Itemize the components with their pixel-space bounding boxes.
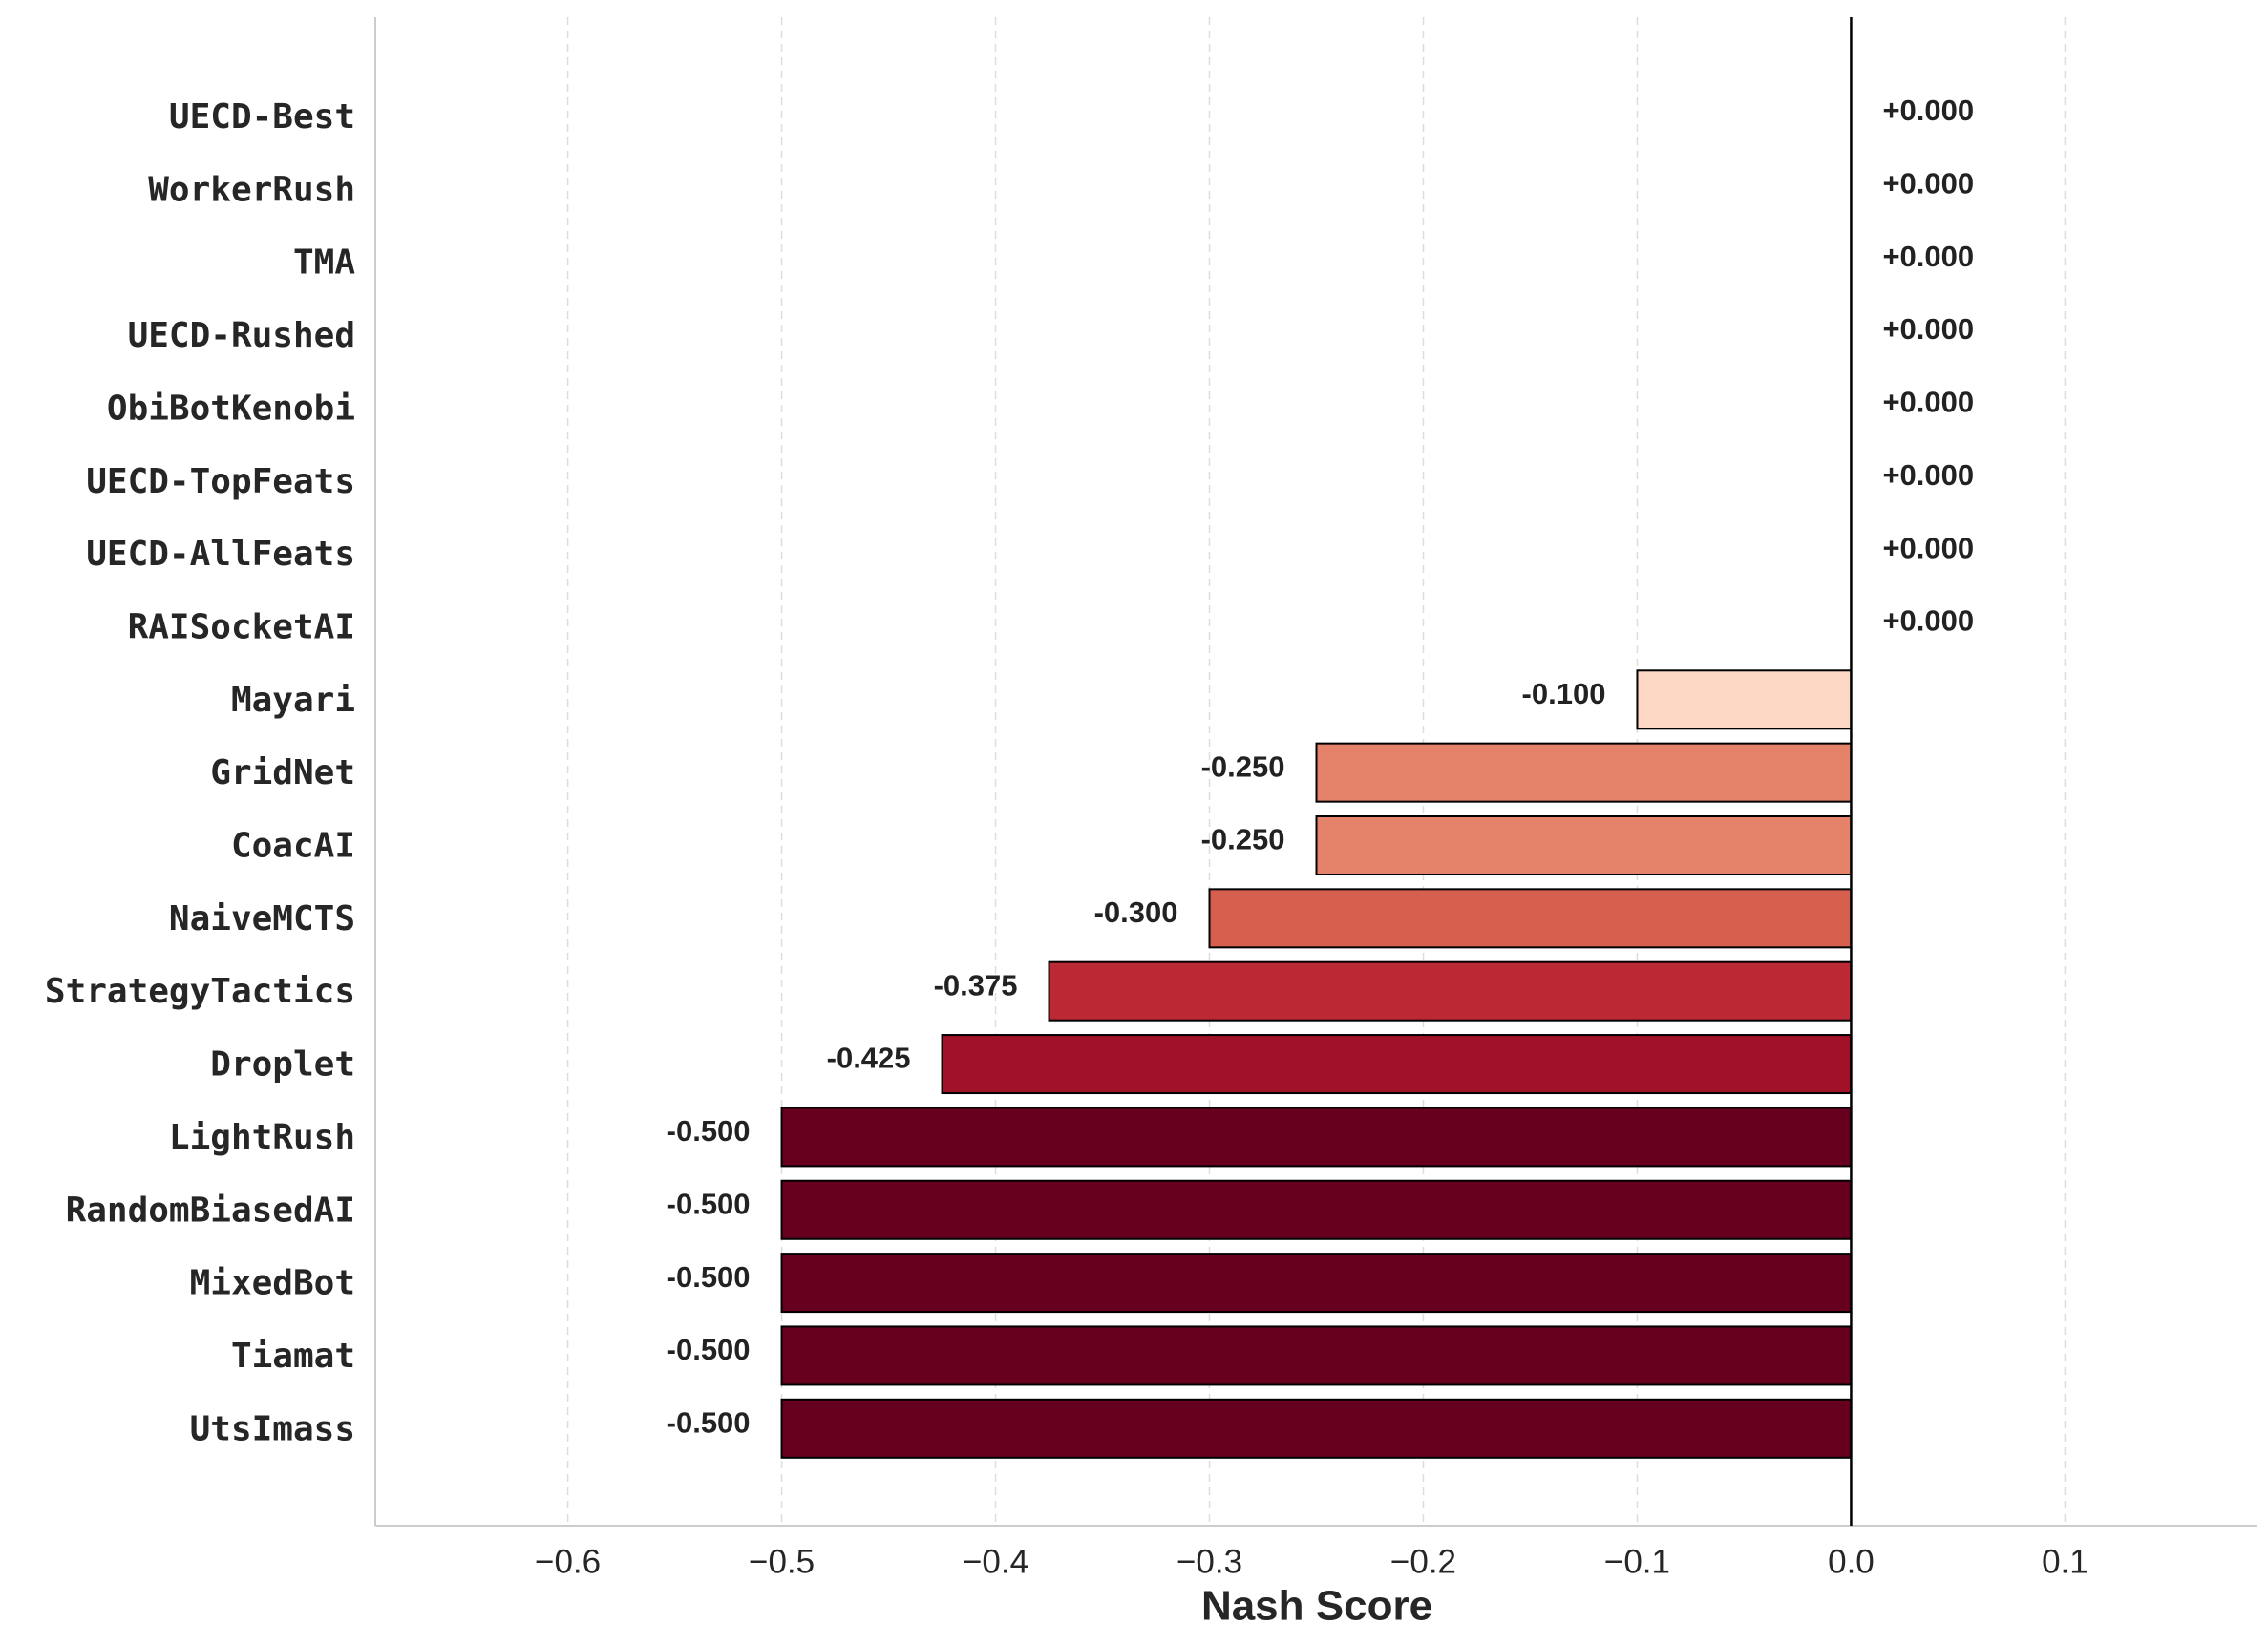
- bar: [780, 1398, 1853, 1459]
- x-axis-label: Nash Score: [1201, 1583, 1432, 1630]
- value-label: -0.250: [1201, 749, 1285, 783]
- y-tick-label: GridNet: [210, 753, 355, 792]
- y-tick-label: Tiamat: [231, 1337, 355, 1376]
- y-tick-label: ObiBotKenobi: [107, 389, 355, 428]
- bar: [1208, 888, 1853, 949]
- x-tick-label: −0.6: [535, 1543, 601, 1580]
- y-tick-label: RAISocketAI: [128, 607, 355, 646]
- y-tick-label: MixedBot: [190, 1264, 355, 1303]
- bar: [780, 1179, 1853, 1240]
- x-tick-label: 0.0: [1828, 1543, 1875, 1580]
- value-label: +0.000: [1882, 604, 1974, 638]
- bar: [1315, 815, 1853, 875]
- value-label: -0.500: [667, 1260, 751, 1294]
- x-tick-label: −0.1: [1604, 1543, 1670, 1580]
- y-tick-label: Mayari: [231, 681, 355, 720]
- value-label: -0.100: [1522, 677, 1606, 710]
- bar: [780, 1325, 1853, 1386]
- bar: [1048, 960, 1853, 1022]
- x-tick-label: −0.3: [1176, 1543, 1242, 1580]
- value-label: -0.425: [827, 1042, 911, 1075]
- y-tick-label: UECD-TopFeats: [86, 462, 355, 501]
- y-tick-label: LightRush: [169, 1118, 355, 1157]
- y-tick-label: Droplet: [210, 1045, 355, 1085]
- bar: [780, 1107, 1853, 1168]
- x-tick-label: 0.1: [2042, 1543, 2088, 1580]
- y-tick-label: RandomBiasedAI: [66, 1191, 355, 1230]
- y-tick-label: StrategyTactics: [45, 972, 355, 1011]
- value-label: +0.000: [1882, 312, 1974, 346]
- bar: [941, 1034, 1853, 1095]
- value-label: +0.000: [1882, 94, 1974, 127]
- x-tick-label: −0.2: [1390, 1543, 1456, 1580]
- y-tick-label: UECD-AllFeats: [86, 535, 355, 574]
- value-label: -0.300: [1094, 896, 1178, 929]
- bar: [1315, 742, 1853, 803]
- bar: [1636, 669, 1853, 730]
- value-label: -0.500: [667, 1187, 751, 1220]
- value-label: -0.500: [667, 1405, 751, 1439]
- y-tick-label: TMA: [293, 243, 355, 283]
- y-tick-label: UtsImass: [190, 1409, 355, 1448]
- y-tick-label: NaiveMCTS: [169, 899, 355, 938]
- value-label: +0.000: [1882, 240, 1974, 273]
- value-label: -0.375: [934, 968, 1018, 1002]
- bar: [780, 1253, 1853, 1314]
- y-tick-label: UECD-Rushed: [128, 316, 355, 355]
- value-label: +0.000: [1882, 386, 1974, 419]
- y-tick-label: CoacAI: [231, 827, 355, 866]
- y-tick-label: WorkerRush: [148, 170, 355, 209]
- value-label: +0.000: [1882, 167, 1974, 200]
- x-tick-label: −0.4: [963, 1543, 1028, 1580]
- y-tick-label: UECD-Best: [169, 97, 355, 137]
- value-label: +0.000: [1882, 458, 1974, 492]
- x-tick-label: −0.5: [749, 1543, 815, 1580]
- value-label: +0.000: [1882, 531, 1974, 564]
- value-label: -0.500: [667, 1114, 751, 1148]
- value-label: -0.250: [1201, 823, 1285, 856]
- value-label: -0.500: [667, 1333, 751, 1366]
